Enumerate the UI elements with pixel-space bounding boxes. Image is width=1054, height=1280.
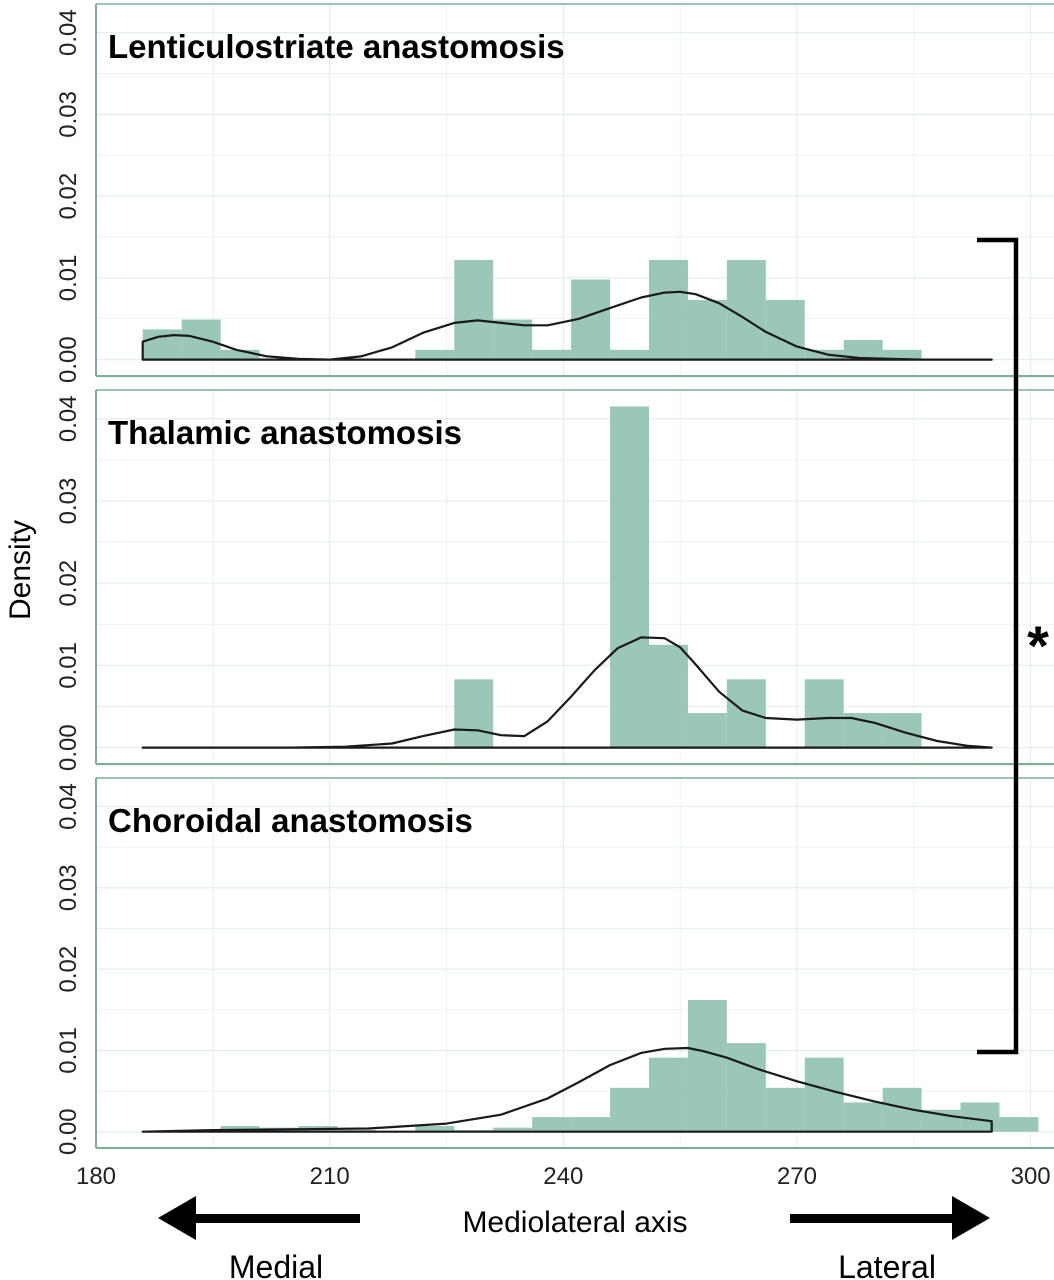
histogram-bar [882,349,922,360]
panel-background [96,390,1054,764]
y-tick-label: 0.04 [55,395,82,442]
y-tick-label: 0.04 [55,783,82,830]
histogram-bar [687,1000,727,1132]
medial-arrow-shaft [192,1214,360,1223]
histogram-bar [648,259,688,360]
lateral-arrow-head [952,1196,990,1240]
x-tick-label: 180 [76,1163,116,1190]
lateral-label: Lateral [838,1249,936,1280]
y-tick-label: 0.02 [55,173,82,220]
y-tick-label: 0.01 [55,255,82,302]
significance-bracket-line [977,237,1019,1055]
histogram-bar [843,1102,883,1132]
y-tick-label: 0.02 [55,560,82,607]
histogram-bar [687,299,727,360]
y-tick-label: 0.01 [55,642,82,689]
panel-title: Lenticulostriate anastomosis [108,28,565,65]
histogram-bar [726,1043,766,1132]
histogram-bar [220,349,260,360]
panel-choroidal-anastomosis: 0.00 0.01 0.02 0.03 0.04 Choroidal anastomosi… [55,765,1054,1155]
histogram-bar [454,259,494,360]
histogram-bar [648,1057,688,1132]
y-tick-label: 0.04 [55,9,82,56]
histogram-bar [648,644,688,748]
histogram-bar [415,1126,455,1132]
panels-layer: 0.00 0.01 0.02 0.03 0.04 Lenticulostriate ana… [55,3,1054,1155]
density-curve [141,290,993,361]
y-tick-label: 0.00 [55,1108,82,1155]
lateral-arrow-shaft [790,1214,956,1223]
panel-title: Thalamic anastomosis [108,414,462,451]
histogram-bar [454,679,494,748]
x-tick-label: 240 [543,1163,583,1190]
y-tick-label: 0.03 [55,91,82,138]
y-tick-label: 0.00 [55,336,82,383]
x-tick-labels: 180 210 240 270 300 [76,1163,1051,1190]
y-tick-label: 0.03 [55,864,82,911]
histogram-bar [610,1087,649,1132]
histogram-bar [804,1057,844,1132]
y-axis-title-group: Density [4,520,37,620]
histogram-bar [882,713,922,748]
lateral-arrow [790,1196,990,1240]
histogram-bar [726,679,766,748]
histogram-bar [610,349,649,360]
x-tick-label: 300 [1011,1163,1051,1190]
histogram-bar [765,1087,805,1132]
x-axis-title: Mediolateral axis [462,1206,687,1239]
histogram-bar [804,679,844,748]
x-tick-label: 270 [777,1163,817,1190]
significance-asterisk: * [1027,614,1049,677]
histogram-bar [532,1117,572,1132]
histogram-bar [532,349,572,360]
medial-arrow-head [158,1196,196,1240]
histogram-bar [765,299,805,360]
medial-arrow [158,1196,360,1240]
histogram-bar [843,340,883,360]
histogram-bar [142,329,182,360]
y-tick-label: 0.03 [55,478,82,525]
histogram-bar [999,1117,1039,1132]
significance-bracket: * [977,237,1049,1055]
y-tick-label: 0.01 [55,1027,82,1074]
panel-title: Choroidal anastomosis [108,802,473,839]
histogram-bar [571,1117,611,1132]
density-curve [141,636,993,749]
histogram-bar [493,1127,533,1132]
histogram-bar [687,713,727,748]
histogram-bar [726,259,766,360]
y-tick-label: 0.02 [55,946,82,993]
panel-thalamic-anastomosis: 0.00 0.01 0.02 0.03 0.04 Thalamic anastomosis [55,377,1054,771]
x-tick-label: 210 [310,1163,350,1190]
panel-background [96,778,1054,1148]
medial-label: Medial [229,1249,323,1280]
histogram-bar [610,406,649,748]
histogram-bar [415,349,455,360]
y-tick-label: 0.00 [55,724,82,771]
y-axis-title: Density [4,520,37,620]
density-curve [141,1046,993,1133]
panel-lenticulostriate-anastomosis: 0.00 0.01 0.02 0.03 0.04 Lenticulostriate ana… [55,3,1054,383]
